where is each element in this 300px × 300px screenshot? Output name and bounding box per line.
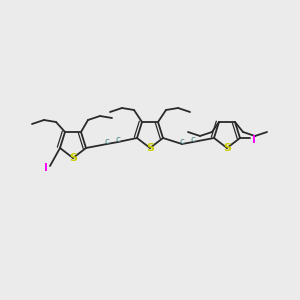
Text: c: c — [190, 136, 196, 145]
Text: I: I — [44, 163, 48, 173]
Text: I: I — [252, 135, 256, 145]
Text: S: S — [69, 153, 77, 163]
Text: S: S — [223, 143, 231, 153]
Text: c: c — [179, 137, 184, 146]
Text: S: S — [146, 143, 154, 153]
Text: c: c — [104, 137, 110, 146]
Text: c: c — [116, 136, 121, 145]
